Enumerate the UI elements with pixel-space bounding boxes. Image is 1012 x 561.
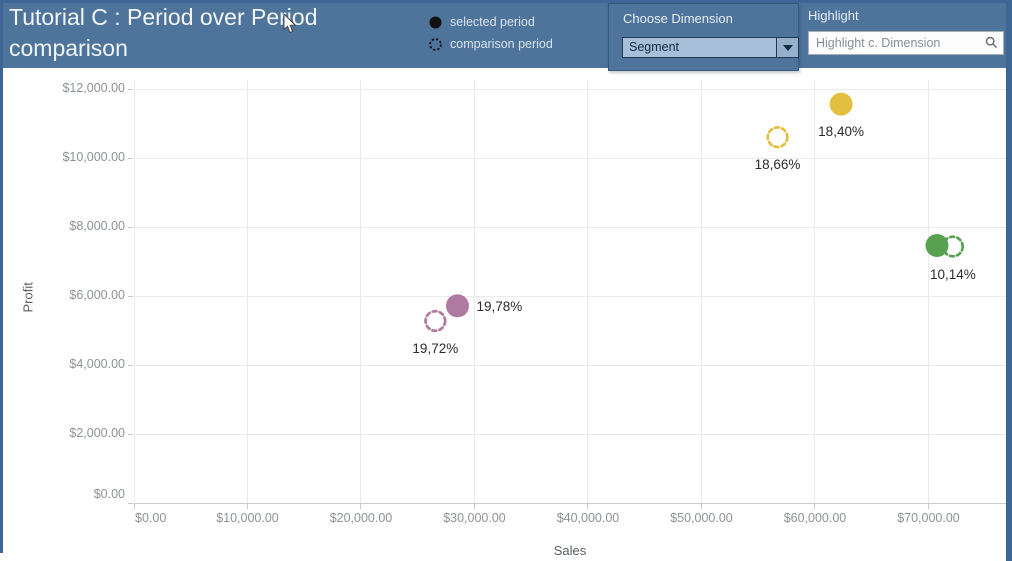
gridline-vertical bbox=[133, 80, 135, 503]
highlight-search-input[interactable] bbox=[808, 31, 1004, 55]
point-segment-purple-selected[interactable] bbox=[445, 294, 469, 318]
x-tick-mark bbox=[587, 504, 589, 509]
x-axis-line bbox=[134, 502, 1006, 504]
choose-dimension-label: Choose Dimension bbox=[623, 11, 733, 26]
legend-item-selected-period[interactable]: selected period bbox=[428, 11, 553, 33]
x-tick-label: $20,000.00 bbox=[329, 511, 393, 525]
y-axis-title: Profit bbox=[20, 281, 36, 312]
x-tick-mark bbox=[927, 504, 929, 509]
gridline-horizontal bbox=[134, 226, 1006, 228]
point-segment-green-selected[interactable] bbox=[925, 233, 949, 257]
point-segment-purple-comparison[interactable] bbox=[424, 309, 447, 333]
gridline-horizontal bbox=[134, 433, 1006, 435]
y-tick-mark bbox=[128, 226, 133, 228]
y-tick-mark bbox=[128, 502, 133, 504]
gridline-vertical bbox=[473, 80, 475, 503]
gridline-horizontal bbox=[134, 295, 1006, 297]
dashed-circle-icon bbox=[428, 37, 443, 52]
gridline-vertical bbox=[700, 80, 702, 503]
filled-circle-icon bbox=[428, 15, 443, 30]
highlight-search bbox=[808, 31, 1004, 55]
y-tick-mark bbox=[128, 295, 133, 297]
window-border-right bbox=[1006, 0, 1012, 561]
x-tick-mark bbox=[700, 504, 702, 509]
x-tick-label: $10,000.00 bbox=[216, 511, 279, 525]
y-tick-label: $10,000.00 bbox=[62, 150, 125, 165]
y-tick-mark bbox=[128, 364, 133, 366]
x-tick-mark bbox=[133, 504, 135, 509]
chevron-down-icon bbox=[782, 44, 793, 51]
x-tick-label: $60,000.00 bbox=[783, 511, 847, 525]
x-tick-mark bbox=[360, 504, 362, 509]
point-label-segment-green-comparison: 10,14% bbox=[929, 266, 976, 282]
x-tick-mark bbox=[473, 504, 475, 509]
gridline-vertical bbox=[246, 80, 248, 503]
point-segment-yellow-selected[interactable] bbox=[829, 92, 853, 116]
gridline-vertical bbox=[587, 80, 589, 503]
x-tick-mark bbox=[246, 504, 248, 509]
period-legend: selected period comparison period bbox=[428, 11, 553, 55]
y-tick-label: $4,000.00 bbox=[69, 357, 125, 372]
gridline-horizontal bbox=[134, 157, 1006, 159]
legend-label: comparison period bbox=[450, 37, 553, 51]
window-border-top bbox=[0, 0, 1012, 3]
dashboard-header: Tutorial C : Period over Period comparis… bbox=[0, 0, 1012, 71]
highlight-label: Highlight bbox=[808, 8, 859, 23]
point-segment-yellow-comparison[interactable] bbox=[766, 126, 789, 149]
y-tick-mark bbox=[128, 157, 133, 159]
choose-dimension-panel: Choose Dimension Segment bbox=[608, 3, 799, 71]
y-tick-label: $0.00 bbox=[93, 487, 125, 501]
dimension-dropdown-value: Segment bbox=[629, 40, 680, 54]
dimension-dropdown[interactable]: Segment bbox=[622, 37, 799, 58]
y-tick-label: $8,000.00 bbox=[69, 219, 125, 234]
point-label-segment-purple-selected: 19,78% bbox=[476, 298, 523, 314]
gridline-vertical bbox=[814, 80, 816, 503]
dropdown-arrow-button[interactable] bbox=[776, 38, 798, 57]
page-title: Tutorial C : Period over Period comparis… bbox=[9, 4, 318, 61]
gridline-vertical bbox=[360, 80, 362, 503]
mouse-cursor bbox=[283, 14, 297, 34]
gridline-vertical bbox=[927, 80, 929, 503]
x-tick-label: $40,000.00 bbox=[556, 511, 620, 525]
x-tick-label: $50,000.00 bbox=[670, 511, 733, 525]
y-tick-label: $12,000.00 bbox=[62, 81, 125, 96]
point-label-segment-yellow-selected: 18,40% bbox=[818, 124, 864, 140]
point-label-segment-purple-comparison: 19,72% bbox=[412, 340, 459, 356]
y-tick-mark bbox=[128, 433, 133, 435]
window-border-left bbox=[0, 0, 3, 553]
gridline-horizontal bbox=[134, 364, 1006, 366]
x-tick-label: $70,000.00 bbox=[897, 511, 960, 525]
x-tick-label: $0.00 bbox=[135, 511, 167, 525]
y-tick-mark bbox=[128, 88, 133, 90]
y-tick-label: $6,000.00 bbox=[69, 288, 125, 303]
legend-label: selected period bbox=[450, 15, 535, 29]
x-axis-title: Sales bbox=[553, 543, 587, 558]
point-label-segment-yellow-comparison: 18,66% bbox=[754, 157, 801, 173]
x-tick-label: $30,000.00 bbox=[443, 511, 506, 525]
legend-item-comparison-period[interactable]: comparison period bbox=[428, 33, 553, 55]
gridline-horizontal bbox=[134, 88, 1006, 90]
x-tick-mark bbox=[814, 504, 816, 509]
search-icon bbox=[985, 36, 998, 49]
y-tick-label: $2,000.00 bbox=[69, 426, 125, 441]
